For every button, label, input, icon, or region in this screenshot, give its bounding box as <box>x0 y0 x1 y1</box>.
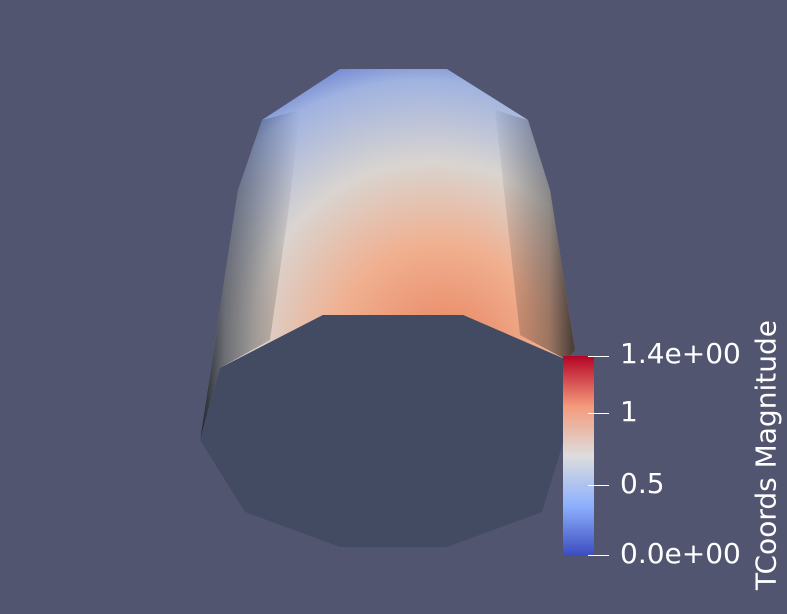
cylinder-surface[interactable] <box>200 69 575 547</box>
colorbar-tick-mark <box>588 555 609 556</box>
colorbar-tick-mark <box>588 413 609 414</box>
colorbar-tick-mark <box>588 356 609 357</box>
colorbar-tick-label-max: 1.4e+00 <box>620 337 741 370</box>
colorbar-title: TCoords Magnitude <box>749 320 783 590</box>
cylinder-bottom-cap <box>200 315 570 547</box>
colorbar-gradient <box>563 356 594 556</box>
colorbar-tick-label-min: 0.0e+00 <box>620 537 741 570</box>
cylinder-right-shading <box>495 110 575 360</box>
colorbar-tick-label: 1 <box>620 395 638 428</box>
cylinder-left-shading <box>200 110 300 440</box>
colorbar-tick-label: 0.5 <box>620 467 665 500</box>
colorbar-tick-mark <box>588 485 609 486</box>
